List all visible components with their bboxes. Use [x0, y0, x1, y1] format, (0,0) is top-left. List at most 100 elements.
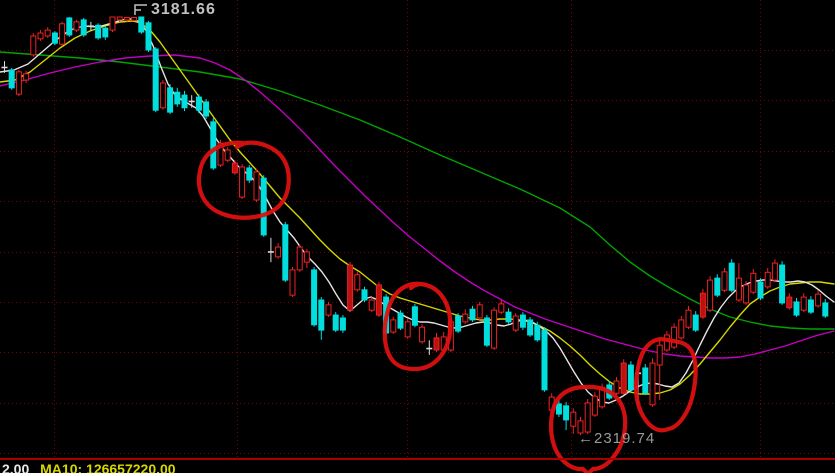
candle: [239, 164, 246, 200]
candle: [613, 377, 620, 396]
annotation-circle-4: [633, 337, 698, 433]
candles-layer: [1, 16, 829, 436]
candle: [563, 401, 570, 431]
candle: [325, 301, 332, 317]
candle: [253, 168, 260, 202]
annotation-circle-2: [382, 281, 453, 372]
candle: [541, 327, 548, 392]
candle: [649, 358, 656, 407]
candle: [771, 259, 778, 283]
candle: [73, 19, 80, 33]
candle: [347, 262, 354, 313]
candle: [339, 315, 346, 334]
candle: [109, 16, 116, 33]
volume-pane-header: 2.00 MA10: 126657220.00: [2, 461, 176, 473]
candle: [455, 313, 462, 334]
candle: [793, 298, 800, 317]
candle: [354, 271, 361, 292]
candle: [87, 21, 94, 32]
candle: [707, 276, 714, 313]
candle: [757, 278, 764, 300]
candle: [800, 293, 807, 313]
candle: [275, 243, 282, 259]
candle: [80, 17, 87, 37]
volume-pane-divider: [0, 458, 835, 460]
candle: [375, 282, 382, 317]
candle: [584, 399, 591, 434]
candle: [145, 20, 152, 52]
candle: [332, 312, 339, 333]
candle: [51, 31, 58, 46]
candle: [433, 333, 440, 352]
candle: [303, 249, 310, 268]
candle: [483, 315, 490, 348]
annotation-circle-1: [196, 140, 291, 220]
candle: [498, 300, 505, 315]
candle: [217, 139, 224, 167]
candle: [491, 307, 498, 350]
candle: [15, 69, 22, 97]
candle: [1, 61, 8, 73]
ma-line-white: [0, 18, 835, 404]
candle: [735, 263, 742, 302]
candle: [822, 299, 829, 318]
grid-lines: [0, 0, 835, 458]
candle: [786, 293, 793, 310]
candle: [167, 83, 174, 115]
candle: [8, 67, 15, 90]
candle: [663, 331, 670, 352]
candle: [224, 147, 231, 163]
candle: [246, 165, 253, 184]
candle: [743, 281, 750, 305]
annotation-circle-3: [548, 384, 628, 473]
candle: [714, 274, 721, 298]
candle: [404, 318, 411, 339]
candle: [411, 303, 418, 328]
candle: [721, 267, 728, 293]
candle: [462, 309, 469, 324]
candle: [23, 70, 30, 84]
candle: [66, 16, 73, 37]
candle: [116, 16, 123, 22]
candle: [419, 324, 426, 344]
candle: [728, 259, 735, 293]
candle: [95, 23, 102, 40]
candle: [512, 313, 519, 333]
candle: [505, 308, 512, 324]
candle: [102, 26, 109, 40]
candle: [476, 301, 483, 320]
candle: [620, 359, 627, 396]
highest-price-label: 3181.66: [151, 1, 216, 18]
candle: [685, 305, 692, 330]
candle: [527, 316, 534, 337]
candle: [368, 297, 375, 313]
candle: [188, 95, 195, 108]
candle: [671, 323, 678, 350]
candle: [642, 364, 649, 396]
candle: [426, 340, 433, 355]
candle: [296, 244, 303, 272]
candle: [361, 286, 368, 302]
candle: [779, 261, 786, 305]
candle: [152, 47, 159, 113]
lowest-price-label: ←2319.74: [578, 430, 656, 447]
candle: [311, 266, 318, 327]
candle: [692, 311, 699, 333]
ma-line-yellow: [0, 20, 835, 395]
candle: [807, 296, 814, 315]
candle: [318, 297, 325, 340]
candle: [37, 30, 44, 41]
candle: [627, 361, 634, 392]
candle: [174, 87, 181, 107]
candle: [678, 316, 685, 340]
candle: [570, 408, 577, 434]
candle: [750, 268, 757, 295]
candle: [44, 27, 51, 38]
candle: [519, 312, 526, 331]
candle: [138, 16, 145, 34]
candle: [131, 16, 138, 21]
candle: [390, 316, 397, 334]
candle: [231, 160, 238, 175]
candle: [59, 21, 66, 47]
